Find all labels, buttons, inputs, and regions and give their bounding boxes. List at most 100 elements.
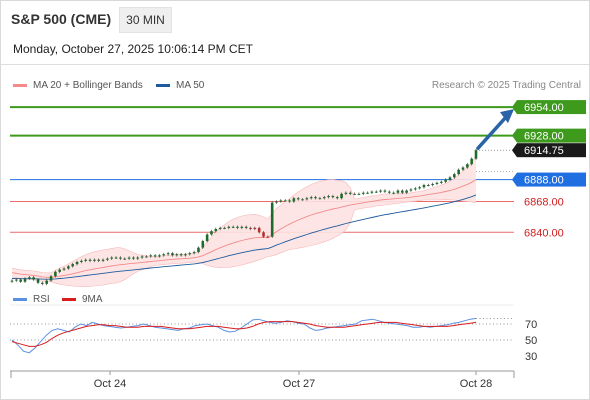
- price-tag-6928.00-bg: [517, 128, 586, 143]
- copyright-label: Research © 2025 Trading Central: [431, 80, 581, 91]
- candle-body: [435, 182, 439, 184]
- candle-body: [175, 254, 179, 256]
- candle-body: [97, 259, 101, 261]
- candle-body: [266, 236, 270, 238]
- candle-body: [132, 257, 135, 259]
- candle-body: [318, 198, 322, 200]
- candle-body: [461, 167, 465, 170]
- price-tag-6888.00-text: 6888.00: [524, 175, 564, 187]
- candle-body: [28, 277, 31, 279]
- price-tag-6954.00-pointer: [512, 100, 517, 115]
- candle-body: [205, 234, 209, 242]
- candle-body: [101, 259, 105, 261]
- candle-body: [418, 187, 421, 189]
- candle-body: [119, 257, 122, 259]
- candle-body: [23, 278, 27, 282]
- candle-body: [275, 201, 278, 203]
- x-tick-label: Oct 24: [94, 378, 126, 390]
- bollinger-label: MA 20 + Bollinger Bands: [33, 80, 143, 91]
- candle-body: [309, 197, 313, 199]
- candle-body: [322, 197, 326, 199]
- bollinger-swatch: [13, 84, 27, 87]
- rsi-ma-line: [11, 321, 477, 347]
- candle-body: [400, 190, 404, 193]
- rsi-pane: 70 50 30: [10, 304, 537, 363]
- instrument-title: S&P 500 (CME): [11, 11, 112, 27]
- candle-body: [466, 164, 469, 168]
- rsi-ma-label: 9MA: [82, 294, 103, 305]
- price-tag-6888.00-pointer: [512, 172, 517, 187]
- candle-body: [366, 192, 369, 194]
- candle-body: [184, 254, 187, 256]
- candle-body: [162, 254, 166, 256]
- candle-body: [140, 256, 144, 258]
- rsi-line: [11, 317, 477, 354]
- candle-body: [88, 259, 92, 261]
- last-price-tag: 6914.75: [512, 143, 586, 158]
- candle-body: [296, 198, 300, 200]
- last-price-tag-pointer: [512, 143, 517, 158]
- candle-body: [348, 192, 352, 194]
- candle-body: [383, 190, 387, 192]
- candle-body: [15, 279, 18, 281]
- candle-body: [470, 158, 473, 165]
- candle-body: [149, 255, 153, 257]
- candle-body: [314, 197, 317, 199]
- candle-body: [422, 185, 426, 188]
- candle-body: [158, 255, 161, 257]
- forecast-arrowhead-icon: [500, 109, 514, 124]
- candle-body: [387, 191, 391, 193]
- last-price-tag-bg: [517, 143, 586, 158]
- price-tag-6840.00: 6840.00: [524, 227, 564, 239]
- candle-body: [431, 183, 434, 186]
- candle-body: [288, 200, 291, 202]
- price-tag-6928.00: 6928.00: [512, 128, 586, 143]
- candle-body: [283, 200, 287, 202]
- candle-body: [179, 254, 183, 256]
- candle-body: [192, 252, 196, 254]
- candle-body: [353, 193, 356, 195]
- last-price-tag-text: 6914.75: [524, 145, 564, 157]
- rsi-ma-swatch: [62, 298, 76, 301]
- candle-body: [244, 226, 248, 228]
- rsi-tick-30: 30: [525, 351, 537, 363]
- candle-body: [379, 190, 382, 192]
- candle-body: [453, 174, 456, 178]
- candle-body: [427, 185, 430, 187]
- legend-rsi-ma: 9MA: [62, 294, 103, 305]
- price-tag-6888.00: 6888.00: [512, 172, 586, 187]
- timeframe-selector[interactable]: 30 MIN: [119, 7, 172, 33]
- candle-body: [93, 259, 96, 261]
- candle-body: [440, 181, 443, 183]
- candle-body: [227, 226, 231, 228]
- candle-body: [331, 196, 335, 198]
- rsi-label: RSI: [33, 294, 50, 305]
- candle-body: [270, 202, 274, 237]
- ma20-line: [11, 179, 477, 278]
- candle-body: [197, 247, 200, 253]
- candle-body: [45, 280, 48, 284]
- candle-body: [305, 198, 309, 200]
- legend-ma50: MA 50: [156, 80, 204, 91]
- rsi-swatch: [13, 298, 27, 301]
- x-tick-label: Oct 27: [283, 378, 315, 390]
- price-tag-6840.00-text: 6840.00: [524, 227, 564, 239]
- candle-body: [236, 226, 239, 228]
- bollinger-upper-line: [11, 156, 477, 274]
- candle-body: [392, 192, 395, 194]
- candle-body: [253, 227, 257, 229]
- candle-body: [214, 228, 218, 232]
- candle-body: [171, 253, 174, 256]
- header-divider: [1, 64, 589, 65]
- candle-body: [19, 279, 22, 282]
- price-tag-6868.00-text: 6868.00: [524, 197, 564, 209]
- price-tag-6954.00-text: 6954.00: [524, 102, 564, 114]
- candle-body: [357, 193, 361, 195]
- bollinger-lower-line: [11, 199, 477, 287]
- candle-body: [396, 190, 400, 193]
- price-tag-6868.00: 6868.00: [524, 197, 564, 209]
- candle-body: [457, 169, 460, 175]
- candle-body: [62, 268, 66, 270]
- candle-body: [279, 200, 283, 202]
